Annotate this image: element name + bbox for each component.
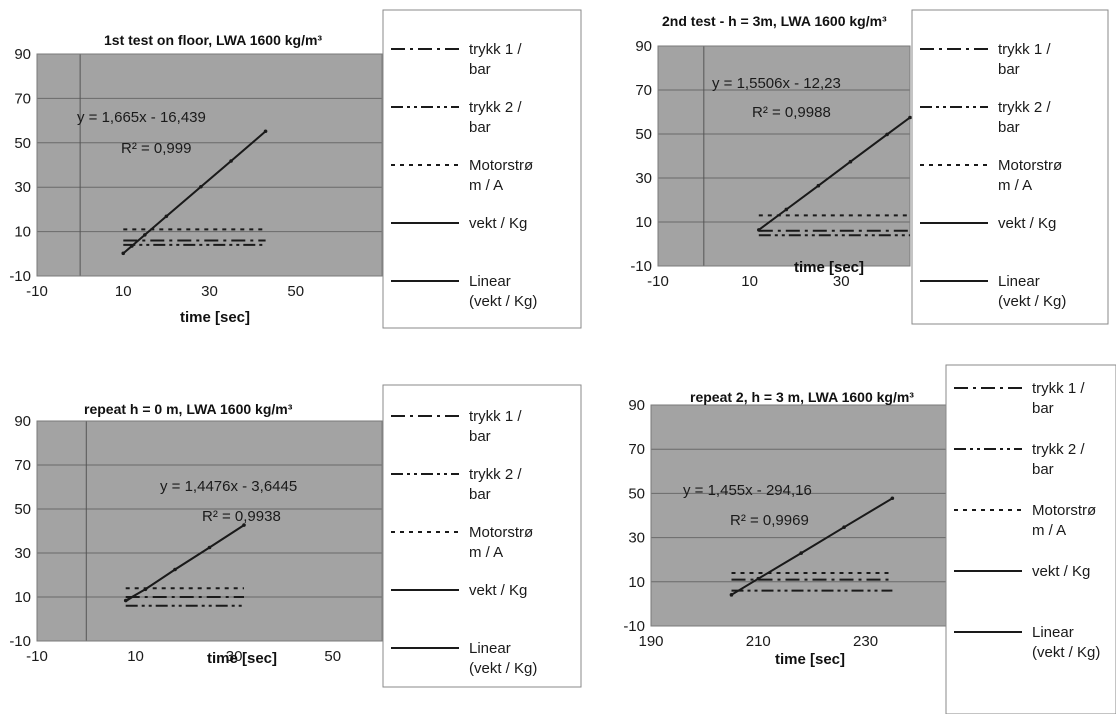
chart-title: repeat h = 0 m, LWA 1600 kg/m³ (84, 401, 293, 417)
plot-border (36, 420, 383, 642)
r-squared-label: R² = 0,999 (121, 140, 191, 157)
series-line-5 (731, 497, 893, 596)
x-axis-label: time [sec] (207, 650, 277, 667)
y-tick-label: 50 (635, 126, 652, 143)
x-tick-label: 30 (226, 648, 243, 665)
legend-label-2: trykk 2 /bar (1032, 441, 1085, 478)
y-tick-label: -10 (623, 618, 645, 635)
chart-title: 2nd test - h = 3m, LWA 1600 kg/m³ (662, 13, 887, 29)
legend-box (382, 9, 582, 329)
trendline-equation: y = 1,455x - 294,16 (683, 482, 812, 499)
y-tick-label: 90 (628, 397, 645, 414)
x-tick-label: 50 (287, 283, 304, 300)
legend-label-1: trykk 1 /bar (469, 408, 522, 445)
y-tick-label: 10 (14, 589, 31, 606)
legend-box (945, 364, 1116, 714)
x-tick-label: 210 (746, 633, 771, 650)
chart-3: -10 10 30 50 70 90 -10 10 30 50 repeat h = 0 m, LW… (9, 384, 582, 688)
y-tick-label: 70 (14, 90, 31, 107)
legend-label-2: trykk 2 /bar (469, 466, 522, 503)
legend-label-4: vekt / Kg (998, 215, 1056, 232)
chart-2: -10 10 30 50 70 90 -10 10 30 2nd test - h = 3m, L… (630, 9, 1109, 325)
x-axis-label: time [sec] (180, 309, 250, 326)
plot-area (37, 421, 382, 641)
series-line-5 (758, 116, 911, 231)
chart-1: -10 10 30 50 70 90 -10 10 30 50 1st test on floor,… (9, 9, 582, 329)
legend-label-5: Linear (vekt / Kg) (469, 640, 537, 677)
y-tick-label: 30 (635, 170, 652, 187)
y-tick-label: -10 (9, 268, 31, 285)
chart-4: -10 10 30 50 70 90 190 210 230 repeat 2, h = 3 m,… (623, 364, 1116, 714)
trendline-equation: y = 1,4476x - 3,6445 (160, 478, 297, 495)
series-line-5 (122, 130, 267, 254)
legend-label-4: vekt / Kg (469, 215, 527, 232)
legend: trykk 1 /bar trykk 2 /bar Motorstrø m / A ve… (382, 384, 582, 688)
y-tick-label: 10 (628, 574, 645, 591)
legend-label-1: trykk 1 /bar (1032, 380, 1085, 417)
y-tick-label: 50 (628, 485, 645, 502)
r-squared-label: R² = 0,9969 (730, 512, 809, 529)
y-tick-label: 50 (14, 501, 31, 518)
y-tick-label: 30 (14, 545, 31, 562)
legend-label-3: Motorstrø m / A (998, 157, 1062, 194)
chart-title: 1st test on floor, LWA 1600 kg/m³ (104, 32, 322, 48)
legend: trykk 1 /bar trykk 2 /bar Motorstrø m / A ve… (911, 9, 1109, 325)
legend: trykk 1 /bar trykk 2 /bar Motorstrø m / A ve… (382, 9, 582, 329)
x-tick-label: -10 (26, 283, 48, 300)
y-tick-label: 30 (14, 179, 31, 196)
x-tick-label: 50 (324, 648, 341, 665)
legend-label-3: Motorstrø m / A (469, 157, 533, 194)
x-tick-label: -10 (647, 273, 669, 290)
trendline-equation: y = 1,665x - 16,439 (77, 109, 206, 126)
x-tick-label: 10 (127, 648, 144, 665)
plot-border (36, 53, 383, 277)
y-tick-label: 90 (14, 413, 31, 430)
x-tick-label: 30 (833, 273, 850, 290)
y-tick-label: -10 (630, 258, 652, 275)
x-tick-label: 230 (853, 633, 878, 650)
y-tick-label: 10 (635, 214, 652, 231)
legend-label-2: trykk 2 /bar (998, 99, 1051, 136)
x-tick-label: 30 (201, 283, 218, 300)
legend-label-5: Linear (vekt / Kg) (469, 273, 537, 310)
legend-box (911, 9, 1109, 325)
y-tick-label: 70 (14, 457, 31, 474)
y-tick-label: -10 (9, 633, 31, 650)
plot-area (651, 405, 946, 626)
legend-label-3: Motorstrø m / A (469, 524, 533, 561)
legend: trykk 1 /bar trykk 2 /bar Motorstrø m / A ve… (945, 364, 1116, 714)
legend-label-4: vekt / Kg (469, 582, 527, 599)
x-axis-label: time [sec] (775, 651, 845, 668)
legend-box (382, 384, 582, 688)
legend-label-4: vekt / Kg (1032, 563, 1090, 580)
x-tick-label: 10 (115, 283, 132, 300)
y-tick-label: 70 (635, 82, 652, 99)
y-tick-label: 10 (14, 224, 31, 241)
legend-label-1: trykk 1 /bar (998, 41, 1051, 78)
y-tick-label: 90 (635, 38, 652, 55)
series-line-5 (125, 524, 245, 603)
plot-area (658, 46, 910, 266)
y-tick-label: 30 (628, 530, 645, 547)
x-axis-label: time [sec] (794, 259, 864, 276)
r-squared-label: R² = 0,9938 (202, 508, 281, 525)
plot-border (657, 45, 911, 267)
chart-title: repeat 2, h = 3 m, LWA 1600 kg/m³ (690, 389, 914, 405)
legend-label-1: trykk 1 /bar (469, 41, 522, 78)
plot-area (37, 54, 382, 276)
legend-label-2: trykk 2 /bar (469, 99, 522, 136)
x-tick-label: 190 (638, 633, 663, 650)
r-squared-label: R² = 0,9988 (752, 104, 831, 121)
legend-label-3: Motorstrø m / A (1032, 502, 1096, 539)
legend-label-5: Linear (vekt / Kg) (1032, 624, 1100, 661)
y-tick-label: 50 (14, 135, 31, 152)
y-tick-label: 90 (14, 46, 31, 63)
y-tick-label: 70 (628, 441, 645, 458)
x-tick-label: -10 (26, 648, 48, 665)
x-tick-label: 10 (741, 273, 758, 290)
legend-label-5: Linear (vekt / Kg) (998, 273, 1066, 310)
trendline-equation: y = 1,5506x - 12,23 (712, 75, 841, 92)
